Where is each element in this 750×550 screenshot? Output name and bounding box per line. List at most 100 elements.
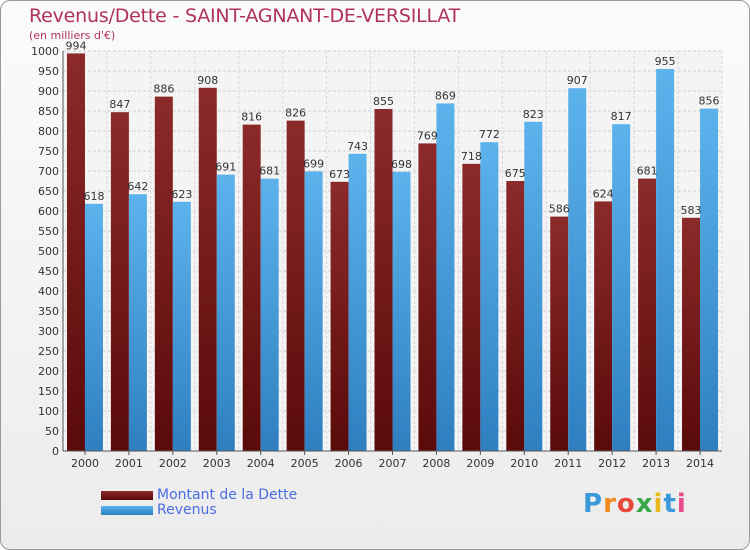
bar-revenus — [656, 69, 675, 451]
x-tick-label: 2001 — [115, 457, 143, 470]
y-tick-label: 550 — [38, 225, 59, 238]
data-label-debt: 816 — [241, 111, 262, 124]
chart-subtitle: (en milliers d'€) — [29, 29, 116, 42]
x-tick-label: 2004 — [247, 457, 275, 470]
x-tick-label: 2010 — [510, 457, 538, 470]
logo-letter: P — [583, 489, 604, 519]
x-tick-label: 2012 — [598, 457, 626, 470]
axis-layer: 0 50 100 150 200 250 300 350 400 450 500 550 600 650 7… — [31, 45, 722, 470]
legend-swatch-revenus — [101, 506, 153, 515]
data-label-revenus: 618 — [83, 190, 104, 203]
data-label-revenus: 691 — [215, 161, 236, 174]
data-label-debt: 908 — [197, 74, 218, 87]
data-label-debt: 847 — [109, 98, 130, 111]
legend-swatch-debt — [101, 491, 153, 500]
y-tick-label: 600 — [38, 205, 59, 218]
x-tick-label: 2006 — [335, 457, 363, 470]
y-tick-label: 400 — [38, 285, 59, 298]
bar-debt — [242, 124, 261, 451]
logo-letter: x — [635, 489, 654, 519]
logo-letter: i — [653, 489, 664, 519]
bar-debt — [110, 112, 129, 451]
x-tick-label: 2005 — [291, 457, 319, 470]
x-tick-label: 2007 — [379, 457, 407, 470]
y-tick-label: 1000 — [31, 45, 59, 58]
data-label-debt: 681 — [637, 165, 658, 178]
y-tick-label: 650 — [38, 185, 59, 198]
data-label-debt: 855 — [373, 95, 394, 108]
data-label-debt: 583 — [681, 204, 702, 217]
data-label-revenus: 623 — [171, 188, 192, 201]
bar-revenus — [128, 194, 147, 451]
data-label-debt: 769 — [417, 129, 438, 142]
bar-revenus — [304, 171, 323, 451]
bar-debt — [330, 181, 349, 452]
y-tick-label: 300 — [38, 325, 59, 338]
y-tick-label: 350 — [38, 305, 59, 318]
x-tick-label: 2003 — [203, 457, 231, 470]
y-tick-label: 850 — [38, 105, 59, 118]
data-label-revenus: 856 — [699, 95, 720, 108]
bar-debt — [550, 216, 569, 451]
proxiti-logo: Proxiti — [583, 489, 687, 519]
data-label-debt: 675 — [505, 167, 526, 180]
data-label-revenus: 907 — [567, 74, 588, 87]
data-label-revenus: 743 — [347, 140, 368, 153]
bar-revenus — [260, 178, 279, 451]
y-tick-label: 500 — [38, 245, 59, 258]
x-tick-label: 2014 — [686, 457, 714, 470]
bar-revenus — [480, 142, 499, 451]
bar-debt — [198, 87, 217, 452]
labels-layer: 994 618 847 642 886 623 908 691 816 681 826 699 673 7… — [65, 39, 719, 216]
bar-debt — [66, 53, 85, 452]
legend-label-revenus: Revenus — [157, 502, 217, 518]
bar-revenus — [84, 203, 103, 451]
y-tick-label: 150 — [38, 385, 59, 398]
data-label-revenus: 817 — [611, 110, 632, 123]
chart-title: Revenus/Dette - SAINT-AGNANT-DE-VERSILLA… — [29, 5, 461, 27]
data-label-revenus: 699 — [303, 157, 324, 170]
y-tick-label: 750 — [38, 145, 59, 158]
bar-revenus — [348, 153, 367, 452]
bar-debt — [638, 178, 657, 451]
y-tick-label: 200 — [38, 365, 59, 378]
data-label-revenus: 869 — [435, 89, 456, 102]
data-label-revenus: 698 — [391, 158, 412, 171]
data-label-debt: 624 — [593, 187, 614, 200]
bars-layer — [66, 53, 719, 452]
logo-letter: i — [676, 489, 687, 519]
y-tick-label: 0 — [52, 445, 59, 458]
data-label-debt: 994 — [65, 39, 86, 52]
logo-letter: r — [603, 489, 617, 519]
y-tick-label: 800 — [38, 125, 59, 138]
bar-revenus — [700, 108, 719, 451]
data-label-revenus: 823 — [523, 108, 544, 121]
logo-letter: t — [663, 489, 677, 519]
bar-revenus — [392, 171, 411, 452]
data-label-revenus: 681 — [259, 165, 280, 178]
bar-debt — [682, 217, 701, 451]
legend-label-debt: Montant de la Dette — [157, 487, 298, 503]
bar-revenus — [524, 121, 543, 452]
x-tick-label: 2000 — [71, 457, 99, 470]
bar-revenus — [612, 124, 631, 451]
x-tick-label: 2008 — [422, 457, 450, 470]
data-label-debt: 886 — [153, 83, 174, 96]
y-tick-label: 250 — [38, 345, 59, 358]
x-tick-label: 2009 — [466, 457, 494, 470]
y-tick-label: 450 — [38, 265, 59, 278]
bar-debt — [374, 109, 393, 451]
bar-revenus — [436, 103, 455, 452]
logo-letter: o — [616, 489, 636, 519]
data-label-revenus: 642 — [127, 180, 148, 193]
bar-revenus — [172, 201, 191, 451]
bar-revenus — [216, 174, 235, 451]
bar-debt — [418, 143, 437, 451]
data-label-revenus: 955 — [655, 55, 676, 68]
bar-debt — [154, 96, 173, 451]
data-label-revenus: 772 — [479, 128, 500, 141]
x-tick-label: 2011 — [554, 457, 582, 470]
data-label-debt: 718 — [461, 150, 482, 163]
